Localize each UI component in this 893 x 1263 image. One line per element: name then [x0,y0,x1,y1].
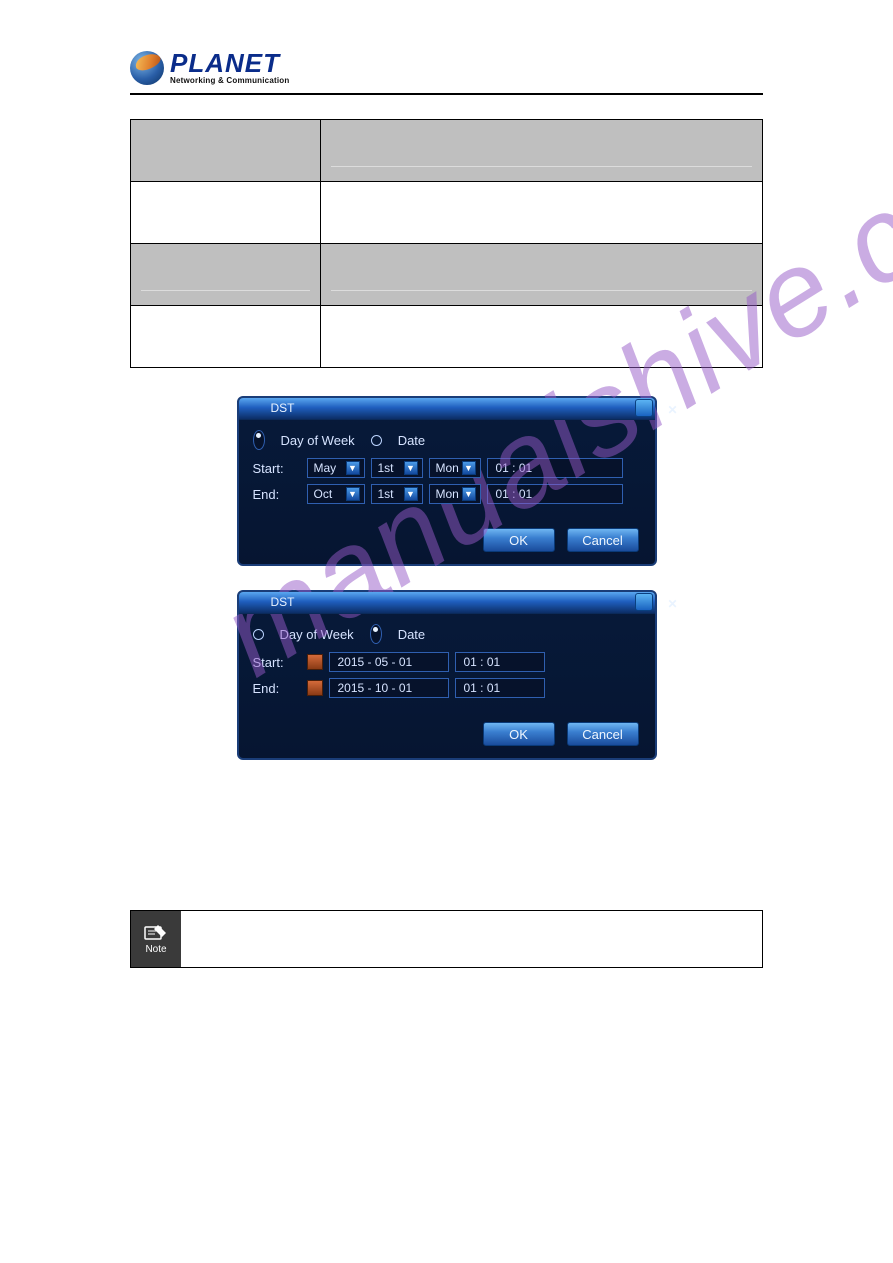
spec-cell [320,306,762,368]
start-time-input[interactable]: 01 : 01 [487,458,623,478]
chevron-down-icon: ▼ [346,461,360,475]
dst-end-row: End: 2015 - 10 - 01 01 : 01 [253,678,641,698]
dst-dialog-dow-wrap: DST ✕ Day of Week Date Start: May▼ 1st▼ … [130,396,763,566]
start-date-input[interactable]: 2015 - 05 - 01 [329,652,449,672]
radio-date[interactable] [370,624,382,644]
header-divider [130,93,763,95]
end-date-input[interactable]: 2015 - 10 - 01 [329,678,449,698]
calendar-icon[interactable] [307,654,323,670]
note-icon: Note [131,911,181,967]
chevron-down-icon: ▼ [462,487,476,501]
radio-date-label: Date [398,627,425,642]
planet-globe-icon [130,51,164,85]
note-box: Note [130,910,763,968]
dst-dialog-dow: DST ✕ Day of Week Date Start: May▼ 1st▼ … [237,396,657,566]
close-icon[interactable]: ✕ [635,399,653,417]
start-label: Start: [253,655,301,670]
calendar-icon[interactable] [307,680,323,696]
spec-header-cell [131,120,321,182]
end-time-input[interactable]: 01 : 01 [487,484,623,504]
radio-date[interactable] [371,435,382,446]
dst-dialog-date-wrap: DST ✕ Day of Week Date Start: 2015 - 05 … [130,590,763,760]
dst-mode-radios: Day of Week Date [253,624,641,644]
radio-day-of-week[interactable] [253,430,265,450]
spec-table [130,119,763,368]
dst-title-text: DST [271,401,295,415]
start-weekday-select[interactable]: Mon▼ [429,458,481,478]
brand-text: PLANET Networking & Communication [170,50,289,85]
ok-button[interactable]: OK [483,722,555,746]
dst-end-row: End: Oct▼ 1st▼ Mon▼ 01 : 01 [253,484,641,504]
radio-date-label: Date [398,433,425,448]
start-ordinal-select[interactable]: 1st▼ [371,458,423,478]
chevron-down-icon: ▼ [462,461,476,475]
brand-word: PLANET [170,50,289,76]
dst-mode-radios: Day of Week Date [253,430,641,450]
spec-subheader-cell [131,244,321,306]
dst-titlebar: DST ✕ [239,592,655,614]
brand-header: PLANET Networking & Communication [130,50,763,85]
chevron-down-icon: ▼ [404,487,418,501]
dst-body: Day of Week Date Start: May▼ 1st▼ Mon▼ 0… [239,420,655,514]
dst-buttons: OK Cancel [239,708,655,748]
spec-subheader-cell [320,244,762,306]
spec-cell [131,306,321,368]
end-label: End: [253,487,301,502]
start-time-input[interactable]: 01 : 01 [455,652,545,672]
end-month-select[interactable]: Oct▼ [307,484,365,504]
brand-tagline: Networking & Communication [170,77,289,85]
spec-cell [131,182,321,244]
radio-day-of-week[interactable] [253,629,264,640]
radio-dow-label: Day of Week [281,433,355,448]
dst-start-row: Start: 2015 - 05 - 01 01 : 01 [253,652,641,672]
dst-buttons: OK Cancel [239,514,655,554]
pencil-note-icon [144,924,168,942]
note-body [181,911,762,967]
start-label: Start: [253,461,301,476]
note-label: Note [145,944,166,955]
end-label: End: [253,681,301,696]
ok-button[interactable]: OK [483,528,555,552]
cancel-button[interactable]: Cancel [567,528,639,552]
dst-start-row: Start: May▼ 1st▼ Mon▼ 01 : 01 [253,458,641,478]
dst-titlebar: DST ✕ [239,398,655,420]
end-time-input[interactable]: 01 : 01 [455,678,545,698]
start-month-select[interactable]: May▼ [307,458,365,478]
dst-title-text: DST [271,595,295,609]
cancel-button[interactable]: Cancel [567,722,639,746]
end-ordinal-select[interactable]: 1st▼ [371,484,423,504]
chevron-down-icon: ▼ [346,487,360,501]
close-icon[interactable]: ✕ [635,593,653,611]
dst-body: Day of Week Date Start: 2015 - 05 - 01 0… [239,614,655,708]
dst-dialog-date: DST ✕ Day of Week Date Start: 2015 - 05 … [237,590,657,760]
spec-cell [320,182,762,244]
end-weekday-select[interactable]: Mon▼ [429,484,481,504]
radio-dow-label: Day of Week [280,627,354,642]
spec-header-cell [320,120,762,182]
chevron-down-icon: ▼ [404,461,418,475]
